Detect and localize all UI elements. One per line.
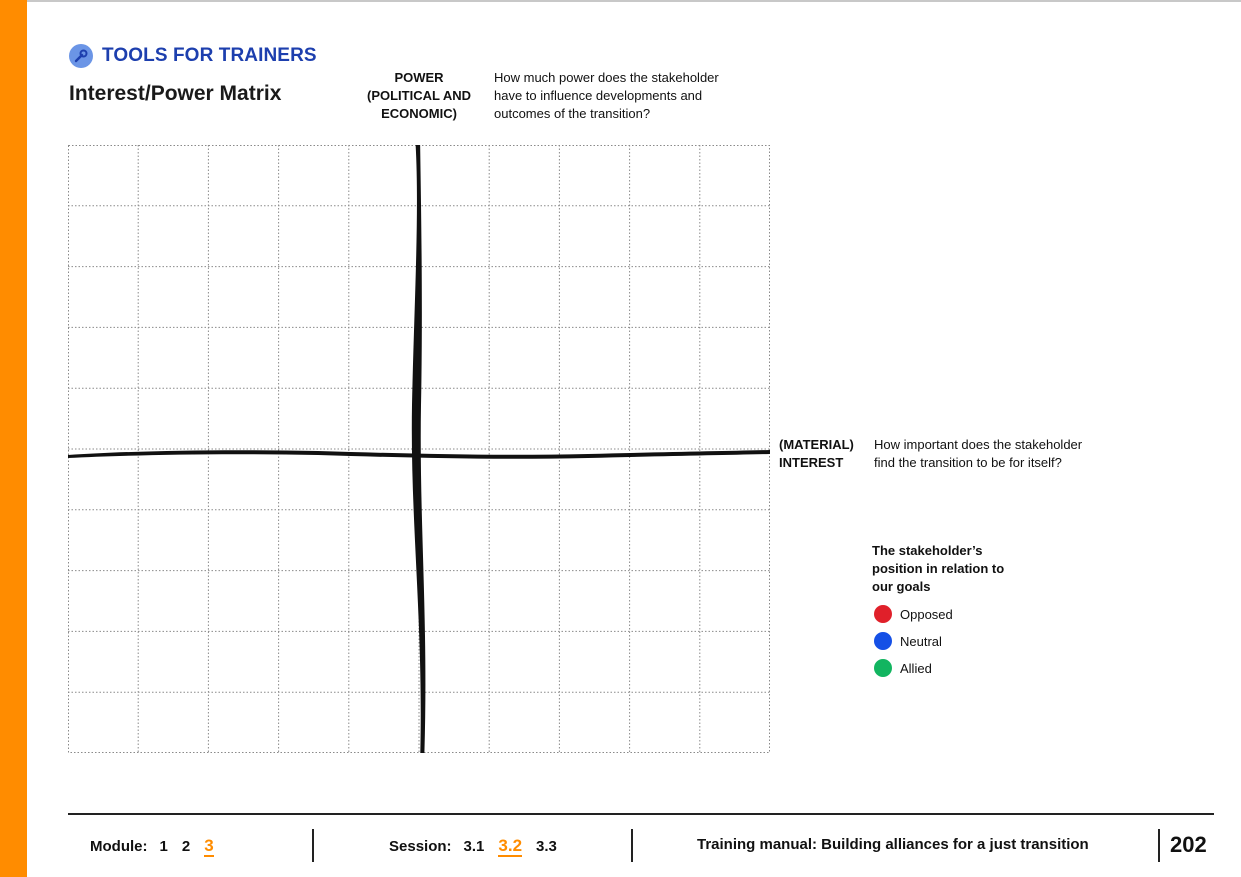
interest-power-matrix (68, 145, 770, 753)
legend-item-opposed: Opposed (874, 605, 953, 623)
legend-dot-blue (874, 632, 892, 650)
footer-divider (631, 829, 633, 862)
footer-divider (1158, 829, 1160, 862)
legend-label: Opposed (900, 606, 953, 622)
legend-title-line: our goals (872, 579, 931, 594)
power-question-line: How much power does the stakeholder (494, 70, 719, 85)
session-link-3-3[interactable]: 3.3 (536, 838, 557, 855)
legend-label: Allied (900, 660, 932, 676)
module-link-3[interactable]: 3 (204, 836, 214, 857)
interest-label-line: (MATERIAL) (779, 437, 854, 452)
session-label: Session: (389, 838, 452, 855)
power-label-line: (POLITICAL AND (367, 88, 471, 103)
power-label-line: POWER (394, 70, 444, 85)
page-number: 202 (1170, 832, 1207, 857)
legend-title-line: position in relation to (872, 561, 1005, 576)
interest-axis-label: (MATERIAL) INTEREST (779, 436, 854, 472)
power-axis-question: How much power does the stakeholder have… (494, 69, 764, 123)
page-title: Interest/Power Matrix (69, 82, 282, 105)
legend-item-neutral: Neutral (874, 632, 942, 650)
session-link-3-2[interactable]: 3.2 (498, 836, 523, 857)
module-link-1[interactable]: 1 (159, 838, 168, 855)
section-header: TOOLS FOR TRAINERS (69, 44, 317, 68)
section-label: TOOLS FOR TRAINERS (102, 45, 317, 66)
top-rule (27, 0, 1241, 2)
legend-item-allied: Allied (874, 659, 932, 677)
interest-question-line: How important does the stakeholder (874, 437, 1083, 452)
module-nav: Module: 1 2 3 (90, 836, 228, 857)
module-link-2[interactable]: 2 (181, 838, 191, 855)
session-link-3-1[interactable]: 3.1 (463, 838, 485, 855)
manual-title-text: Training manual: Building alliances for … (697, 836, 1089, 853)
power-axis-label: POWER (POLITICAL AND ECONOMIC) (360, 69, 478, 123)
wrench-icon (69, 44, 93, 68)
footer-rule (68, 813, 1214, 815)
power-question-line: outcomes of the transition? (494, 106, 651, 121)
legend-label: Neutral (900, 633, 942, 649)
legend-dot-green (874, 659, 892, 677)
legend-title-line: The stakeholder’s (872, 543, 983, 558)
power-label-line: ECONOMIC) (381, 106, 457, 121)
footer-divider (312, 829, 314, 862)
legend-title: The stakeholder’s position in relation t… (872, 542, 1032, 596)
legend-dot-red (874, 605, 892, 623)
interest-axis-question: How important does the stakeholder find … (874, 436, 1124, 472)
interest-label-line: INTEREST (779, 455, 844, 470)
side-accent-bar (0, 0, 27, 877)
power-axis-line (411, 145, 426, 753)
module-label: Module: (90, 838, 148, 855)
power-question-line: have to influence developments and (494, 88, 703, 103)
session-nav: Session: 3.1 3.2 3.3 (389, 836, 571, 857)
interest-question-line: find the transition to be for itself? (874, 455, 1062, 470)
manual-title: Training manual: Building alliances for … (697, 836, 1089, 853)
